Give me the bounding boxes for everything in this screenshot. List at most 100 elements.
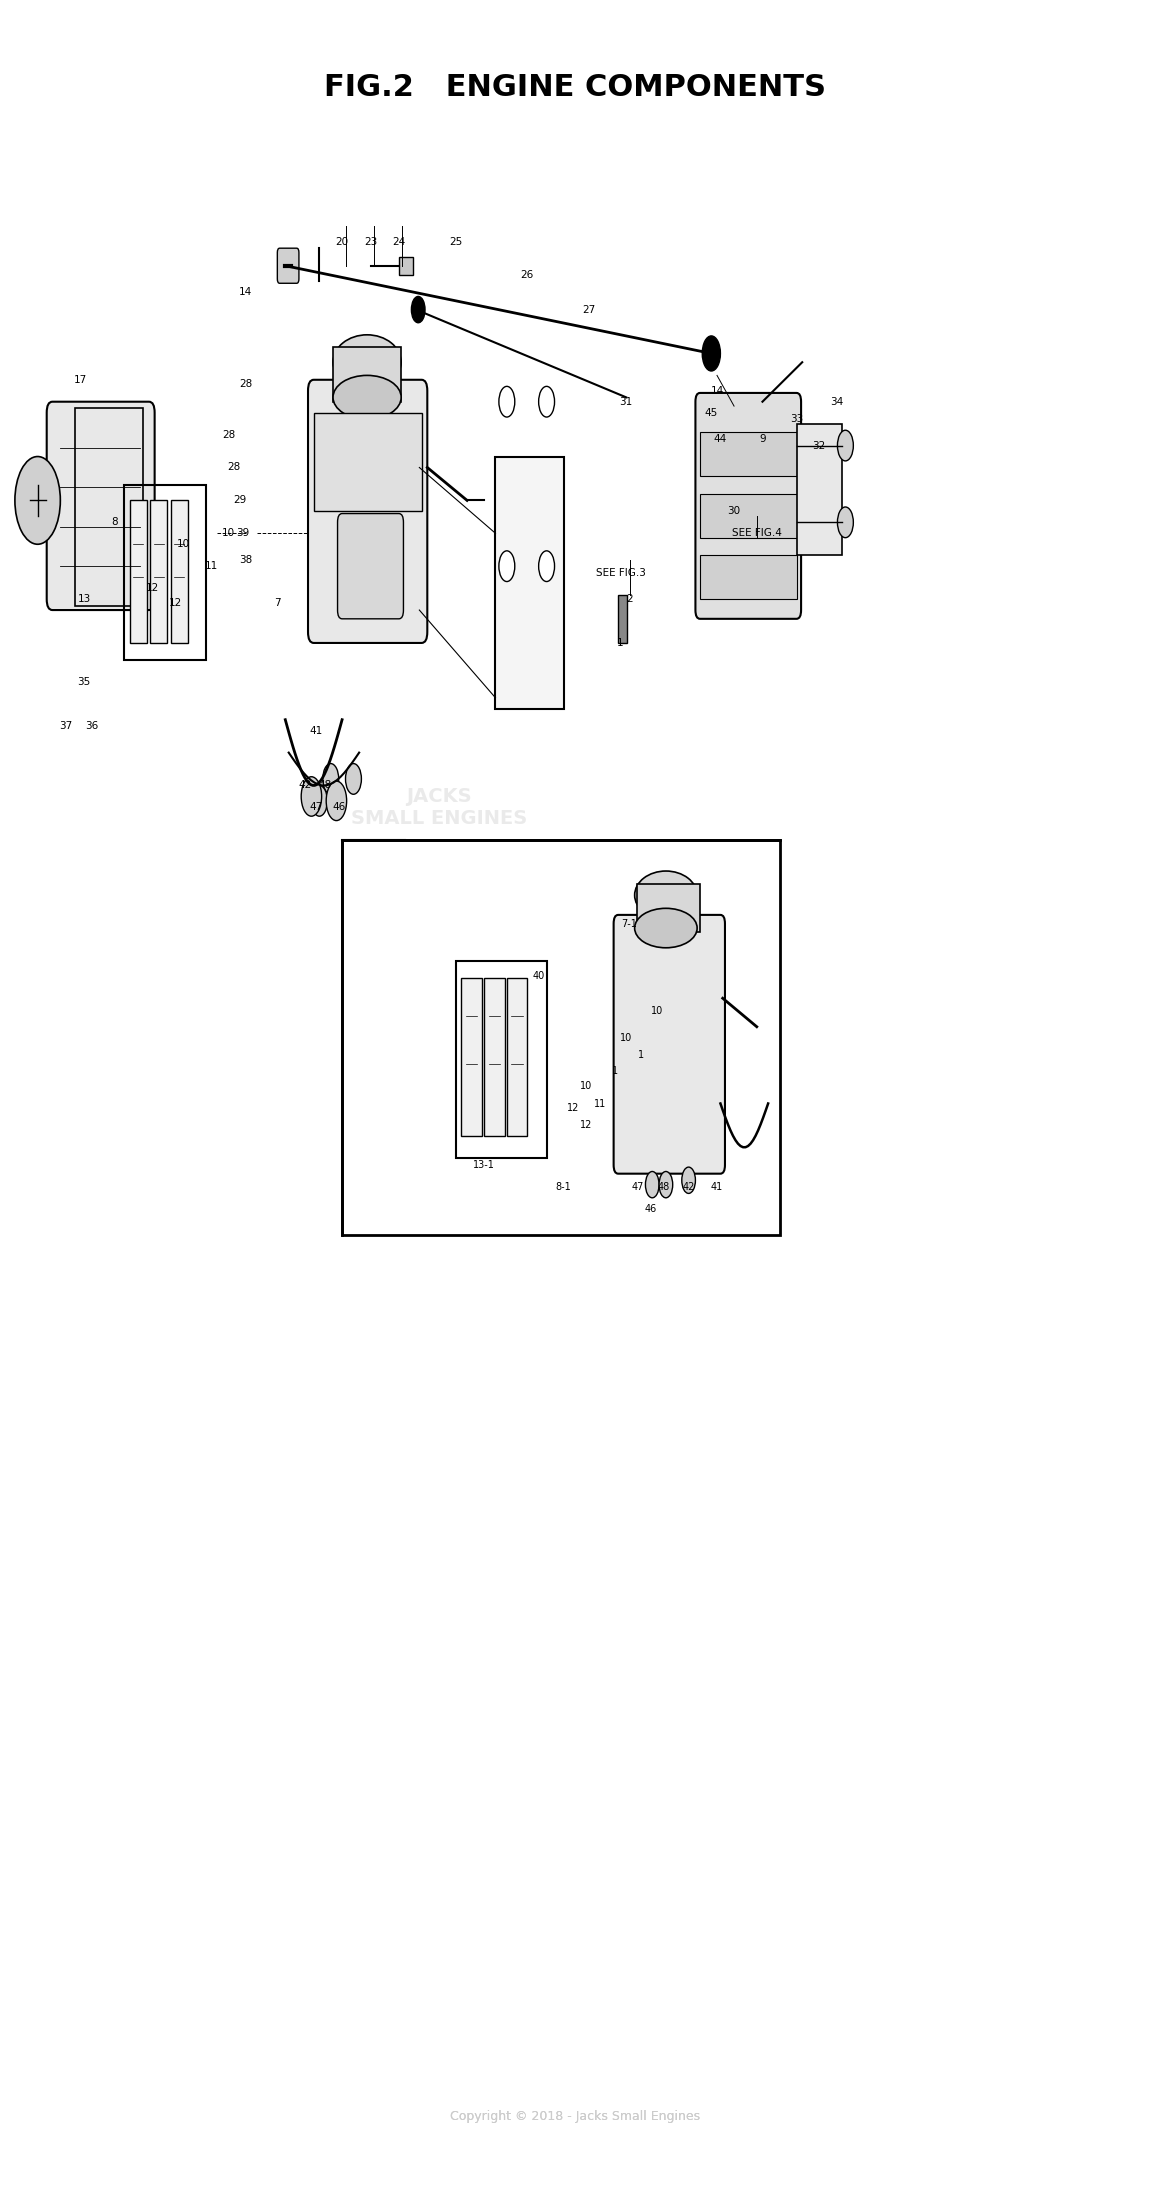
Ellipse shape xyxy=(635,909,697,947)
Text: 17: 17 xyxy=(74,375,87,384)
Bar xyxy=(151,501,167,642)
Bar xyxy=(170,501,187,642)
Text: 30: 30 xyxy=(728,505,741,516)
Text: Copyright © 2018 - Jacks Small Engines: Copyright © 2018 - Jacks Small Engines xyxy=(450,2110,700,2123)
Bar xyxy=(461,978,482,1137)
Text: 48: 48 xyxy=(319,781,331,790)
Circle shape xyxy=(837,508,853,539)
Circle shape xyxy=(837,430,853,461)
FancyBboxPatch shape xyxy=(277,247,299,282)
Text: SEE FIG.4: SEE FIG.4 xyxy=(731,527,782,539)
Circle shape xyxy=(345,764,361,795)
Text: 44: 44 xyxy=(714,435,727,444)
Ellipse shape xyxy=(635,872,697,920)
Bar xyxy=(334,346,401,402)
Text: SEE FIG.3: SEE FIG.3 xyxy=(596,567,645,578)
Text: 11: 11 xyxy=(205,561,218,572)
Text: 24: 24 xyxy=(392,236,406,247)
Text: 13-1: 13-1 xyxy=(473,1161,494,1170)
Text: 39: 39 xyxy=(237,527,250,539)
Bar xyxy=(619,594,627,642)
Text: 12: 12 xyxy=(168,598,182,609)
Text: 20: 20 xyxy=(336,236,348,247)
Bar xyxy=(496,457,564,708)
Text: 10: 10 xyxy=(620,1033,632,1042)
Text: 48: 48 xyxy=(658,1181,669,1192)
FancyBboxPatch shape xyxy=(47,402,154,609)
Text: 32: 32 xyxy=(813,441,826,450)
Circle shape xyxy=(312,786,328,817)
Bar xyxy=(700,433,797,477)
Text: 12: 12 xyxy=(580,1121,592,1130)
Circle shape xyxy=(659,1172,673,1198)
Text: 26: 26 xyxy=(521,269,534,280)
Ellipse shape xyxy=(334,375,401,419)
Bar xyxy=(484,978,505,1137)
Bar xyxy=(314,413,422,512)
Text: 7-1: 7-1 xyxy=(622,918,637,929)
Text: 45: 45 xyxy=(705,408,718,417)
Text: 27: 27 xyxy=(582,305,596,316)
Text: 8-1: 8-1 xyxy=(555,1181,572,1192)
Text: 10: 10 xyxy=(581,1081,592,1090)
Text: 10: 10 xyxy=(222,527,235,539)
Circle shape xyxy=(645,1172,659,1198)
Text: 46: 46 xyxy=(332,803,345,812)
Bar xyxy=(124,486,206,660)
Bar xyxy=(797,424,842,556)
Text: 1: 1 xyxy=(612,1066,618,1075)
Text: 7: 7 xyxy=(274,598,281,609)
Text: 41: 41 xyxy=(309,726,323,735)
Text: 42: 42 xyxy=(682,1181,695,1192)
Text: JACKS
SMALL ENGINES: JACKS SMALL ENGINES xyxy=(351,788,527,828)
FancyBboxPatch shape xyxy=(696,393,802,618)
Text: 9: 9 xyxy=(759,435,766,444)
Text: 23: 23 xyxy=(363,236,377,247)
Text: 36: 36 xyxy=(85,722,99,731)
Text: 33: 33 xyxy=(790,415,803,424)
Text: 29: 29 xyxy=(233,494,246,505)
Circle shape xyxy=(538,386,554,417)
Text: 11: 11 xyxy=(593,1099,606,1108)
Text: 34: 34 xyxy=(829,397,843,406)
Circle shape xyxy=(323,764,339,795)
Circle shape xyxy=(412,296,426,322)
Text: 40: 40 xyxy=(532,971,545,982)
FancyBboxPatch shape xyxy=(308,380,428,642)
Bar xyxy=(507,978,528,1137)
Circle shape xyxy=(499,386,515,417)
Text: 38: 38 xyxy=(239,554,252,565)
Circle shape xyxy=(15,457,60,545)
Text: 41: 41 xyxy=(711,1181,723,1192)
Bar xyxy=(342,841,780,1236)
Text: 1: 1 xyxy=(618,638,623,649)
Text: 28: 28 xyxy=(228,463,240,472)
Bar xyxy=(700,556,797,598)
Text: FIG.2   ENGINE COMPONENTS: FIG.2 ENGINE COMPONENTS xyxy=(324,73,826,102)
Circle shape xyxy=(301,777,322,817)
FancyBboxPatch shape xyxy=(614,916,724,1174)
Text: 14: 14 xyxy=(239,287,252,298)
FancyBboxPatch shape xyxy=(338,514,404,618)
Text: 31: 31 xyxy=(620,397,632,406)
Text: 2: 2 xyxy=(627,594,632,605)
Text: 46: 46 xyxy=(645,1203,658,1214)
Text: 10: 10 xyxy=(176,539,190,550)
Text: 28: 28 xyxy=(239,380,252,388)
Text: 28: 28 xyxy=(222,430,235,439)
Text: 35: 35 xyxy=(77,678,91,686)
Text: Copyright © 2018 - Jacks Small Engines: Copyright © 2018 - Jacks Small Engines xyxy=(450,2110,700,2123)
Bar xyxy=(637,885,700,931)
Bar xyxy=(399,256,413,274)
Bar xyxy=(455,960,546,1159)
Bar xyxy=(130,501,147,642)
Bar xyxy=(75,408,144,605)
Text: 1: 1 xyxy=(638,1051,644,1059)
Text: 42: 42 xyxy=(298,781,312,790)
Text: 47: 47 xyxy=(631,1181,644,1192)
Text: 47: 47 xyxy=(309,803,323,812)
Text: 8: 8 xyxy=(112,516,118,527)
Text: 43: 43 xyxy=(703,358,715,366)
Text: 13: 13 xyxy=(77,594,91,605)
Text: 14: 14 xyxy=(711,386,723,395)
